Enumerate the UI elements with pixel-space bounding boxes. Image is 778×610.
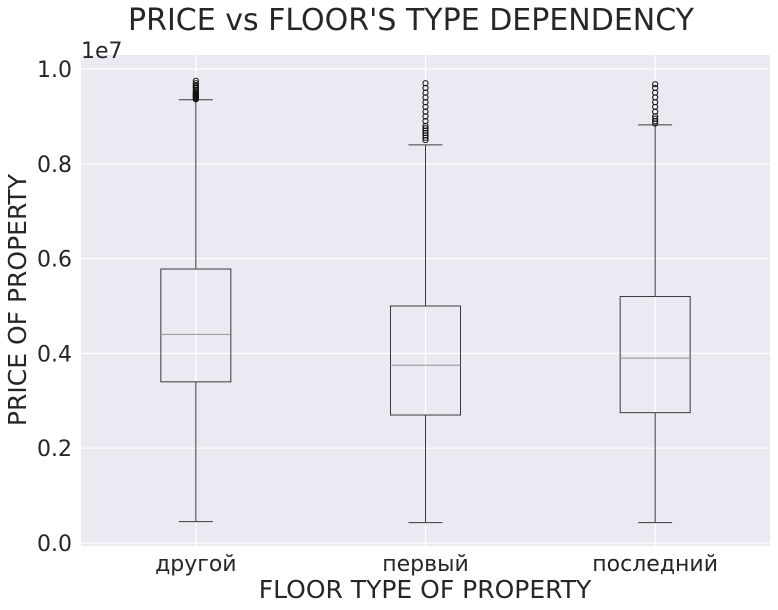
outlier-point [652,81,659,88]
outlier-point [192,77,199,84]
outlier-point [422,125,429,132]
x-tick-label: другой [155,552,237,577]
outlier-point [192,82,199,89]
y-tick-label: 0.4 [37,342,72,367]
outlier-point [652,84,659,92]
box-iqr [390,305,461,416]
x-tick-label: первый [382,552,469,577]
x-tick-label: последний [592,552,718,577]
y-tick-label: 0.2 [37,437,72,462]
y-tick-label: 0.8 [37,153,72,178]
x-axis-label: FLOOR TYPE OF PROPERTY [259,575,592,604]
y-tick-label: 0.0 [37,532,72,557]
y-tick-label: 1.0 [37,58,72,83]
y-tick-label: 0.6 [37,248,72,273]
outlier-point [192,80,199,87]
outlier-point [422,80,429,87]
x-tick-labels: другой первый последний [155,552,718,577]
box-iqr [160,268,232,383]
box-group [619,81,691,524]
box-iqr [619,296,691,414]
y-axis-label: PRICE OF PROPERTY [3,173,32,426]
y-offset-label: 1e7 [81,39,123,64]
y-tick-labels: 0.0 0.2 0.4 0.6 0.8 1.0 [37,58,72,557]
outlier-point [652,115,659,122]
box-group [390,80,461,524]
chart-title: PRICE vs FLOOR'S TYPE DEPENDENCY [128,3,695,38]
box-group [160,77,232,523]
box-layer [160,77,691,524]
